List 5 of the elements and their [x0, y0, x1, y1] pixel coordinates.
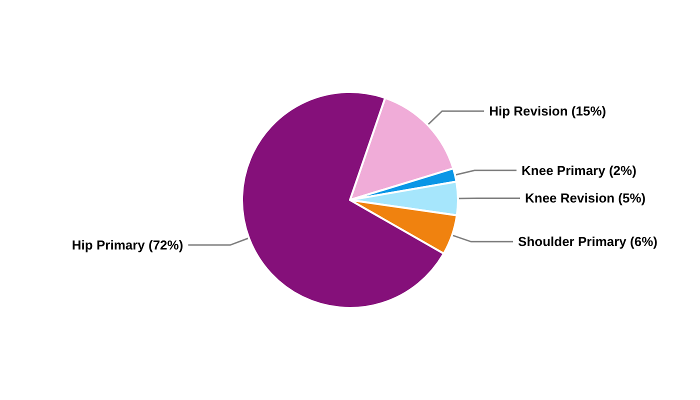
slice-label: Knee Primary (2%): [522, 162, 636, 178]
slice-label: Hip Revision (15%): [489, 104, 606, 119]
slice-label: Hip Primary (72%): [72, 238, 184, 253]
slice-label: Knee Revision (5%): [524, 190, 646, 206]
slice-label: Shoulder Primary (6%): [518, 234, 658, 250]
